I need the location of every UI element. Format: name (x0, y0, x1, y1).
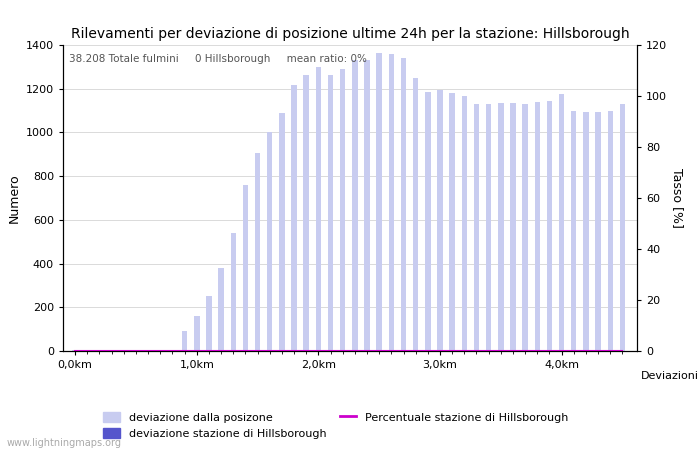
Bar (498, 103, 503, 351)
Bar (316, 67, 321, 351)
Bar (230, 233, 236, 351)
Bar (535, 102, 540, 351)
Bar (438, 90, 442, 351)
Legend: deviazione dalla posizone, deviazione stazione di Hillsborough, Percentuale staz: deviazione dalla posizone, deviazione st… (98, 406, 574, 445)
Text: 38.208 Totale fulmini     0 Hillsborough     mean ratio: 0%: 38.208 Totale fulmini 0 Hillsborough mea… (69, 54, 367, 64)
Title: Rilevamenti per deviazione di posizione ultime 24h per la stazione: Hillsborough: Rilevamenti per deviazione di posizione … (71, 27, 629, 41)
Bar (194, 316, 199, 351)
Bar (206, 297, 211, 351)
Bar (218, 268, 224, 351)
Bar (425, 92, 430, 351)
Bar (340, 69, 345, 351)
Bar (571, 111, 577, 351)
Bar (352, 60, 358, 351)
Bar (583, 112, 589, 351)
Bar (72, 350, 78, 351)
Bar (474, 104, 480, 351)
Bar (304, 75, 309, 351)
Y-axis label: Tasso [%]: Tasso [%] (671, 168, 684, 228)
Bar (510, 103, 516, 351)
Y-axis label: Numero: Numero (7, 173, 20, 223)
Bar (559, 94, 564, 351)
Bar (243, 185, 248, 351)
Bar (364, 60, 370, 351)
Bar (620, 104, 625, 351)
Bar (595, 112, 601, 351)
Bar (413, 78, 419, 351)
Bar (401, 58, 406, 351)
Bar (182, 331, 188, 351)
Bar (608, 111, 613, 351)
Bar (449, 93, 455, 351)
Bar (486, 104, 491, 351)
Bar (522, 104, 528, 351)
Bar (291, 86, 297, 351)
Bar (267, 132, 272, 351)
Bar (279, 113, 285, 351)
Bar (389, 54, 394, 351)
Bar (547, 101, 552, 351)
Text: www.lightningmaps.org: www.lightningmaps.org (7, 438, 122, 448)
Bar (377, 53, 382, 351)
Text: Deviazioni: Deviazioni (640, 371, 699, 381)
Bar (255, 153, 260, 351)
Bar (328, 75, 333, 351)
Bar (461, 96, 467, 351)
